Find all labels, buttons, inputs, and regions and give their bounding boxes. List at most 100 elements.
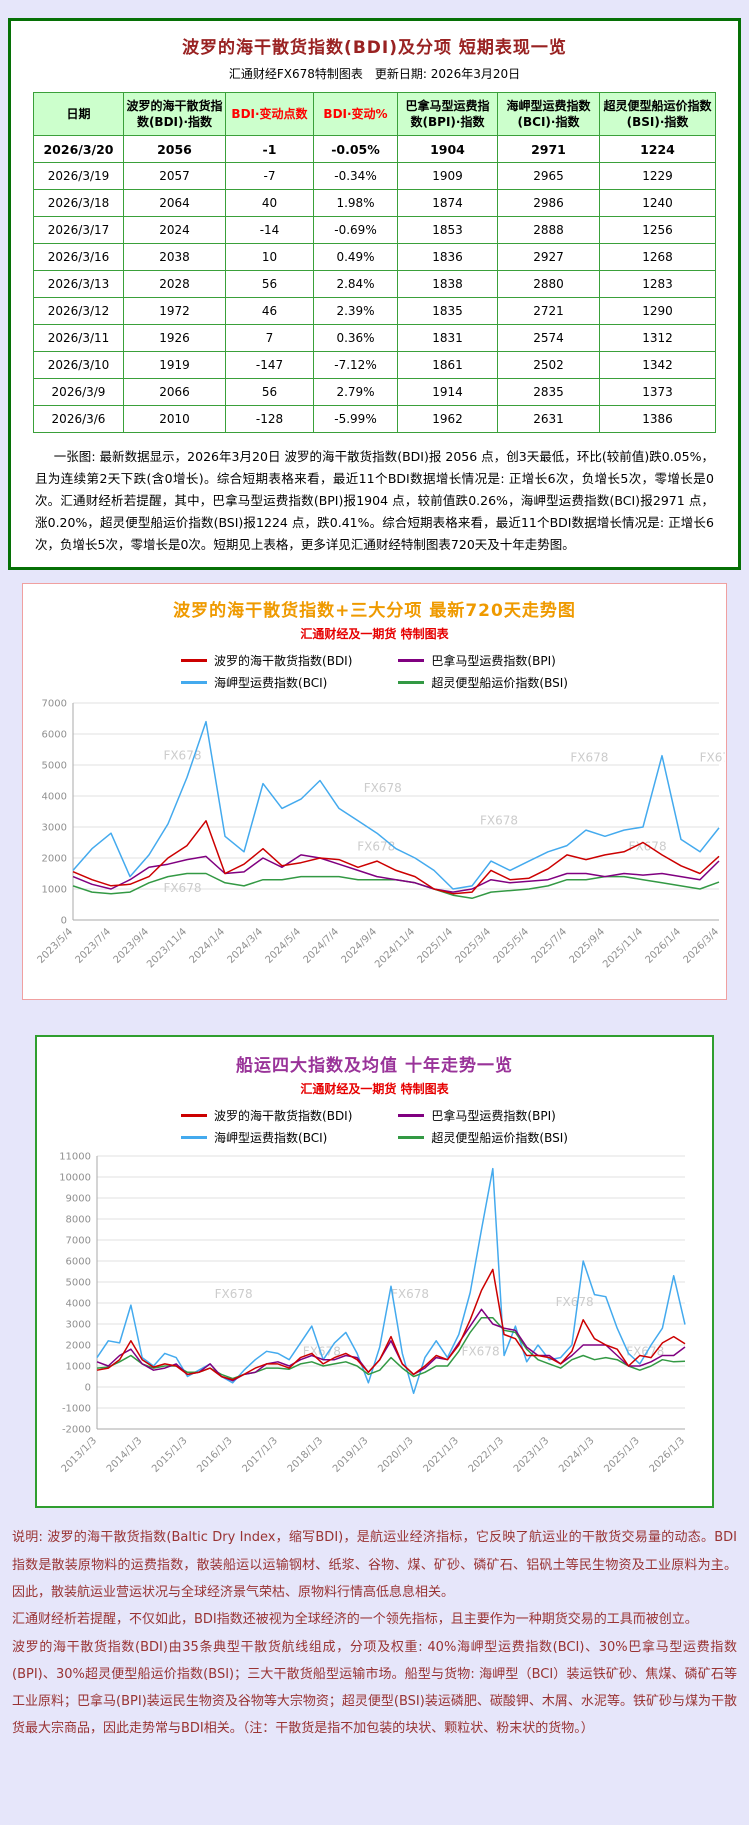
table-cell: -5.99% [313, 405, 398, 433]
table-cell: 1861 [397, 351, 498, 379]
column-header: BDI·变动% [313, 92, 398, 136]
table-header: 日期 波罗的海干散货指数(BDI)·指数 BDI·变动点数 BDI·变动% 巴拿马型运费… [33, 92, 716, 136]
chart-720-subtitle: 汇通财经及一期货 特制图表 [300, 627, 449, 642]
column-header: 巴拿马型运费指数(BPI)·指数 [397, 92, 498, 136]
y-tick-label: 0 [60, 916, 66, 927]
table-cell: -7 [225, 162, 314, 190]
x-tick-label: 2023/7/4 [73, 927, 113, 967]
table-cell: 1386 [599, 405, 716, 433]
y-tick-label: 4000 [65, 1299, 90, 1310]
y-tick-label: -2000 [61, 1425, 90, 1436]
y-tick-label: 5000 [65, 1278, 90, 1289]
report-title: 波罗的海干散货指数(BDI)及分项 短期表现一览 [182, 38, 567, 58]
table-cell: 1926 [123, 324, 226, 352]
table-cell: -1 [225, 135, 314, 163]
watermark: FX678 [555, 1296, 593, 1310]
table-cell: 2026/3/10 [33, 351, 124, 379]
x-tick-label: 2017/1/3 [240, 1436, 280, 1476]
y-tick-label: 7000 [65, 1236, 90, 1247]
y-tick-label: 8000 [65, 1215, 90, 1226]
chart-720-legend: 波罗的海干散货指数(BDI) 巴拿马型运费指数(BPI) 海岬型运费指数(BCI) 超… [23, 652, 726, 691]
watermark: FX678 [626, 1345, 664, 1359]
x-tick-label: 2019/1/3 [330, 1436, 370, 1476]
table-cell: 1853 [397, 216, 498, 244]
table-cell: 2888 [497, 216, 600, 244]
x-tick-label: 2026/1/4 [643, 927, 683, 967]
x-tick-label: 2020/1/3 [376, 1436, 416, 1476]
x-tick-label: 2013/1/3 [59, 1436, 99, 1476]
table-cell: 1914 [397, 378, 498, 406]
y-tick-label: 10000 [59, 1173, 91, 1184]
x-tick-label: 2025/5/4 [491, 927, 531, 967]
table-cell: 2026/3/6 [33, 405, 124, 433]
legend-label: 海岬型运费指数(BCI) [214, 676, 328, 691]
explanation-paragraph: 波罗的海干散货指数(BDI)由35条典型干散货航线组成，分项及权重: 40%海岬… [12, 1639, 737, 1737]
table-cell: 1874 [397, 189, 498, 217]
y-tick-label: 7000 [41, 699, 66, 710]
column-header: 海岬型运费指数(BCI)·指数 [497, 92, 600, 136]
table-cell: -0.34% [313, 162, 398, 190]
explanation-paragraph: 汇通财经析若提醒，不仅如此，BDI指数还被视为全球经济的一个领先指标，且主要作为… [12, 1612, 698, 1628]
y-tick-label: 1000 [65, 1362, 90, 1373]
watermark: FX678 [461, 1345, 499, 1359]
series-line-bci [71, 721, 720, 891]
watermark: FX678 [479, 814, 517, 828]
report-subtitle: 汇通财经FX678特制图表 更新日期: 2026年3月20日 [228, 67, 521, 81]
x-tick-label: 2016/1/3 [195, 1436, 235, 1476]
watermark: FX678 [163, 749, 201, 763]
watermark: FX678 [357, 840, 395, 854]
table-row: 2026/3/20 2056 -1 -0.05% 1904 2971 1224 [33, 135, 716, 163]
y-tick-label: 11000 [59, 1152, 91, 1163]
table-cell: 2064 [123, 189, 226, 217]
table-cell: 2631 [497, 405, 600, 433]
legend-swatch-bpi [398, 659, 425, 663]
column-header: BDI·变动点数 [225, 92, 314, 136]
x-tick-label: 2025/7/4 [529, 927, 569, 967]
y-tick-label: -1000 [61, 1404, 90, 1415]
table-cell: 1835 [397, 297, 498, 325]
y-tick-label: 3000 [65, 1320, 90, 1331]
legend-label: 波罗的海干散货指数(BDI) [214, 1109, 353, 1124]
legend-item-bdi: 波罗的海干散货指数(BDI) [181, 1107, 352, 1124]
table-row: 2026/3/11 1926 7 0.36% 1831 2574 1312 [33, 324, 716, 352]
table-cell: 2026/3/17 [33, 216, 124, 244]
table-row: 2026/3/6 2010 -128 -5.99% 1962 2631 1386 [33, 405, 716, 433]
chart-720-panel: 波罗的海干散货指数+三大分项 最新720天走势图 汇通财经及一期货 特制图表 波… [22, 583, 727, 1001]
table-cell: -128 [225, 405, 314, 433]
y-tick-label: 5000 [41, 761, 66, 772]
x-tick-label: 2024/1/4 [187, 927, 227, 967]
x-tick-label: 2024/1/3 [557, 1436, 597, 1476]
table-cell: 1312 [599, 324, 716, 352]
x-tick-label: 2023/9/4 [111, 927, 151, 967]
x-tick-label: 2023/5/4 [35, 927, 75, 967]
column-header: 波罗的海干散货指数(BDI)·指数 [123, 92, 226, 136]
x-tick-label: 2024/3/4 [225, 927, 265, 967]
x-tick-label: 2014/1/3 [104, 1436, 144, 1476]
legend-swatch-bci [181, 681, 208, 685]
y-tick-label: 9000 [65, 1194, 90, 1205]
table-cell: 2026/3/20 [33, 135, 124, 163]
table-cell: -0.05% [313, 135, 398, 163]
legend-swatch-bsi [398, 681, 425, 685]
table-cell: 2026/3/12 [33, 297, 124, 325]
table-cell: -147 [225, 351, 314, 379]
legend-item-bdi: 波罗的海干散货指数(BDI) [181, 652, 352, 669]
table-cell: 2.39% [313, 297, 398, 325]
x-tick-label: 2026/1/3 [647, 1436, 687, 1476]
x-tick-label: 2025/1/3 [602, 1436, 642, 1476]
table-cell: 1240 [599, 189, 716, 217]
legend-item-bci: 海岬型运费指数(BCI) [181, 674, 327, 691]
table-cell: 1342 [599, 351, 716, 379]
table-cell: 2038 [123, 243, 226, 271]
table-cell: 2502 [497, 351, 600, 379]
table-row: 2026/3/9 2066 56 2.79% 1914 2835 1373 [33, 378, 716, 406]
table-row: 2026/3/16 2038 10 0.49% 1836 2927 1268 [33, 243, 716, 271]
summary-text: 一张图: 最新数据显示，2026年3月20日 波罗的海干散货指数(BDI)报 2… [35, 449, 714, 552]
x-tick-label: 2026/3/4 [681, 927, 721, 967]
legend-swatch-bdi [181, 659, 208, 663]
series-line-bsi [96, 1317, 685, 1380]
table-cell: 1919 [123, 351, 226, 379]
short-term-report-panel: 波罗的海干散货指数(BDI)及分项 短期表现一览 汇通财经FX678特制图表 更… [8, 18, 741, 571]
table-cell: 2028 [123, 270, 226, 298]
